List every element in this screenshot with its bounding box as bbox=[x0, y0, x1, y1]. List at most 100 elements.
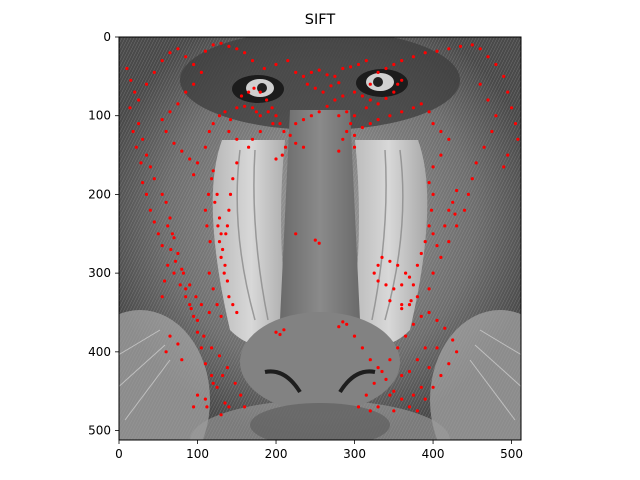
keypoint-173 bbox=[415, 263, 419, 267]
x-tick-label-0: 0 bbox=[115, 447, 123, 461]
keypoint-309 bbox=[192, 173, 196, 177]
keypoint-101 bbox=[301, 74, 306, 78]
keypoint-234 bbox=[388, 393, 392, 397]
keypoint-204 bbox=[376, 366, 380, 370]
keypoint-74 bbox=[223, 110, 227, 114]
keypoint-241 bbox=[278, 332, 282, 337]
keypoint-82 bbox=[270, 106, 274, 110]
keypoint-40 bbox=[217, 354, 222, 358]
keypoint-162 bbox=[431, 122, 435, 126]
keypoint-33 bbox=[172, 271, 176, 275]
keypoint-77 bbox=[239, 94, 244, 98]
keypoint-3 bbox=[137, 122, 141, 126]
keypoint-44 bbox=[243, 405, 247, 409]
keypoint-42 bbox=[233, 381, 237, 385]
keypoint-83 bbox=[274, 114, 278, 118]
keypoint-168 bbox=[431, 192, 435, 196]
keypoint-217 bbox=[435, 318, 439, 322]
keypoint-193 bbox=[431, 271, 435, 275]
keypoint-279 bbox=[166, 224, 170, 228]
keypoint-181 bbox=[380, 255, 384, 259]
keypoint-172 bbox=[419, 251, 423, 256]
keypoint-122 bbox=[392, 62, 396, 67]
keypoint-22 bbox=[223, 401, 227, 405]
keypoint-318 bbox=[317, 110, 321, 114]
keypoint-38 bbox=[202, 334, 206, 338]
keypoint-34 bbox=[178, 283, 182, 287]
keypoint-274 bbox=[188, 283, 192, 287]
keypoint-276 bbox=[173, 259, 178, 263]
x-tick-label-3: 300 bbox=[343, 447, 366, 461]
keypoint-8 bbox=[160, 192, 164, 196]
keypoint-81 bbox=[265, 98, 269, 102]
keypoint-7 bbox=[152, 177, 156, 181]
keypoint-183 bbox=[396, 263, 400, 267]
keypoint-52 bbox=[217, 216, 222, 220]
keypoint-305 bbox=[172, 141, 176, 145]
keypoint-25 bbox=[192, 405, 196, 409]
keypoint-48 bbox=[211, 381, 215, 385]
keypoint-199 bbox=[453, 212, 457, 216]
keypoint-230 bbox=[407, 369, 412, 374]
keypoint-291 bbox=[144, 82, 149, 86]
keypoint-186 bbox=[415, 295, 419, 299]
keypoint-227 bbox=[356, 405, 361, 409]
keypoint-301 bbox=[176, 102, 180, 106]
keypoint-240 bbox=[274, 330, 278, 334]
keypoint-4 bbox=[141, 137, 145, 141]
keypoint-147 bbox=[400, 78, 404, 82]
keypoint-61 bbox=[213, 200, 217, 204]
keypoint-215 bbox=[451, 338, 455, 342]
keypoint-56 bbox=[225, 279, 229, 283]
keypoint-13 bbox=[180, 267, 184, 271]
keypoint-23 bbox=[203, 397, 207, 401]
keypoint-210 bbox=[423, 397, 427, 401]
keypoint-76 bbox=[235, 106, 239, 110]
keypoint-281 bbox=[152, 220, 156, 224]
keypoint-185 bbox=[411, 283, 415, 287]
keypoint-152 bbox=[345, 129, 349, 134]
keypoint-150 bbox=[352, 114, 357, 118]
keypoint-190 bbox=[431, 232, 435, 236]
keypoint-137 bbox=[516, 137, 520, 141]
keypoint-160 bbox=[419, 102, 423, 106]
keypoint-163 bbox=[439, 129, 443, 134]
keypoint-245 bbox=[313, 238, 317, 242]
keypoint-235 bbox=[368, 409, 372, 413]
keypoint-246 bbox=[317, 241, 321, 245]
keypoint-97 bbox=[247, 145, 251, 149]
keypoint-324 bbox=[301, 145, 306, 149]
keypoint-174 bbox=[407, 275, 412, 279]
keypoint-94 bbox=[271, 122, 275, 126]
keypoint-261 bbox=[235, 161, 239, 165]
keypoint-178 bbox=[376, 279, 380, 283]
keypoint-219 bbox=[419, 314, 423, 318]
keypoint-320 bbox=[301, 118, 306, 122]
keypoint-165 bbox=[439, 153, 443, 157]
keypoint-51 bbox=[215, 192, 219, 196]
keypoint-5 bbox=[144, 153, 149, 157]
keypoint-153 bbox=[352, 133, 357, 137]
keypoint-15 bbox=[188, 303, 192, 307]
keypoint-63 bbox=[217, 240, 222, 244]
keypoint-130 bbox=[478, 47, 482, 51]
keypoint-200 bbox=[345, 322, 349, 326]
keypoint-103 bbox=[317, 68, 321, 72]
keypoint-14 bbox=[184, 287, 188, 291]
keypoint-284 bbox=[144, 192, 149, 196]
keypoint-285 bbox=[141, 181, 145, 185]
keypoint-11 bbox=[172, 236, 176, 240]
keypoint-110 bbox=[286, 59, 290, 63]
keypoint-310 bbox=[305, 82, 309, 86]
keypoint-275 bbox=[181, 271, 185, 275]
keypoint-67 bbox=[205, 224, 209, 228]
keypoint-128 bbox=[458, 44, 463, 49]
keypoint-69 bbox=[206, 192, 211, 196]
keypoint-126 bbox=[435, 49, 439, 53]
y-tick-label-3: 300 bbox=[88, 266, 111, 280]
keypoint-139 bbox=[502, 165, 506, 169]
keypoint-30 bbox=[160, 295, 164, 299]
keypoint-155 bbox=[368, 122, 372, 126]
keypoint-47 bbox=[205, 405, 209, 409]
